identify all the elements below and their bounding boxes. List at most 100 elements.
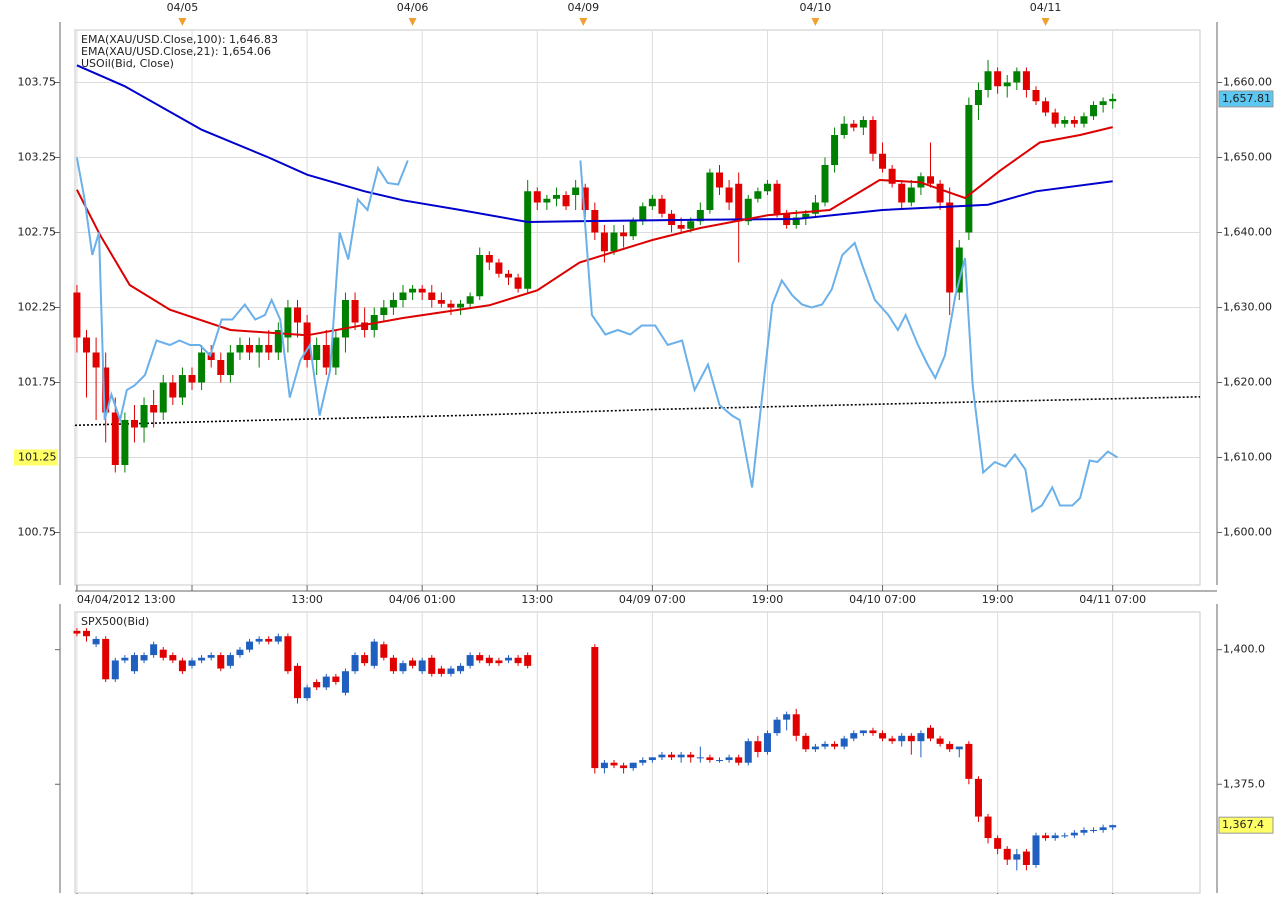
y-tick-label: 1,400.0 bbox=[1223, 643, 1265, 656]
x-tick-label: 04/09 07:00 bbox=[619, 593, 686, 606]
candle-body bbox=[984, 71, 992, 90]
candle-body bbox=[1013, 71, 1021, 83]
candle-body bbox=[773, 719, 781, 734]
candle-body bbox=[1109, 825, 1117, 828]
last-value-label: 1,657.81 bbox=[1222, 92, 1271, 105]
candle-body bbox=[341, 671, 349, 693]
candle-body bbox=[466, 655, 474, 666]
candle-body bbox=[303, 687, 311, 699]
y-tick-label: 1,610.00 bbox=[1223, 451, 1272, 464]
y-tick-label: 1,375.0 bbox=[1223, 777, 1265, 790]
series-line bbox=[74, 396, 1201, 427]
candle-body bbox=[802, 735, 810, 750]
candle-body bbox=[936, 738, 944, 744]
candle-body bbox=[965, 743, 973, 779]
date-marker bbox=[1041, 18, 1050, 26]
last-value-tag bbox=[14, 449, 58, 466]
candle-body bbox=[447, 303, 455, 308]
candle-body bbox=[246, 641, 254, 650]
candle-body bbox=[955, 746, 963, 750]
candle-body bbox=[1042, 101, 1050, 113]
candle-body bbox=[188, 375, 196, 383]
candle-body bbox=[907, 187, 915, 203]
candle-body bbox=[879, 153, 887, 169]
candle-body bbox=[188, 660, 196, 666]
candle-body bbox=[111, 660, 119, 680]
y-tick-label: 1,620.00 bbox=[1223, 376, 1272, 389]
candle-body bbox=[476, 655, 484, 661]
candle-body bbox=[639, 760, 647, 763]
candle-body bbox=[629, 221, 637, 237]
candle-body bbox=[974, 90, 982, 105]
candle-body bbox=[361, 655, 369, 664]
candle-body bbox=[946, 202, 954, 293]
candle-body bbox=[322, 676, 330, 688]
candle-body bbox=[994, 838, 1002, 849]
candle-body bbox=[476, 255, 484, 297]
candle-body bbox=[169, 382, 177, 398]
candle-body bbox=[294, 307, 302, 323]
candle-body bbox=[1032, 90, 1040, 102]
date-marker bbox=[408, 18, 417, 26]
candle-body bbox=[178, 660, 186, 672]
candle-body bbox=[284, 636, 292, 672]
last-value-tag bbox=[1218, 816, 1274, 834]
candle-body bbox=[332, 676, 340, 682]
candle-body bbox=[351, 300, 359, 323]
date-marker-label: 04/06 bbox=[397, 1, 429, 14]
candle-body bbox=[1109, 98, 1117, 102]
date-marker-label: 04/11 bbox=[1030, 1, 1062, 14]
candle-body bbox=[792, 217, 800, 225]
candle-body bbox=[533, 191, 541, 203]
candle-body bbox=[313, 345, 321, 360]
x-tick-label: 04/04/2012 13:00 bbox=[77, 593, 176, 606]
candle-body bbox=[735, 757, 743, 763]
candle-body bbox=[466, 296, 474, 304]
candle-body bbox=[1099, 101, 1107, 105]
candle-body bbox=[121, 420, 129, 465]
candle-body bbox=[869, 730, 877, 734]
candle-body bbox=[600, 232, 608, 252]
candle-body bbox=[265, 638, 273, 642]
x-tick-label: 13:00 bbox=[521, 593, 553, 606]
candle-body bbox=[543, 198, 551, 203]
y2-tick-label: 102.25 bbox=[18, 301, 57, 314]
y-tick-label: 1,640.00 bbox=[1223, 226, 1272, 239]
candle-body bbox=[1061, 835, 1069, 837]
candle-body bbox=[111, 412, 119, 465]
candle-body bbox=[485, 657, 493, 664]
candle-body bbox=[974, 778, 982, 817]
candle-body bbox=[217, 655, 225, 669]
candle-body bbox=[1032, 835, 1040, 866]
candle-body bbox=[524, 191, 532, 289]
candle-body bbox=[83, 337, 91, 353]
candle-body bbox=[505, 657, 513, 661]
candle-body bbox=[1042, 835, 1050, 839]
candle-body bbox=[485, 255, 493, 263]
candle-body bbox=[1013, 854, 1021, 860]
candle-body bbox=[888, 738, 896, 742]
candle-body bbox=[725, 187, 733, 203]
candle-body bbox=[159, 382, 167, 413]
candle-body bbox=[572, 187, 580, 195]
candle-body bbox=[763, 183, 771, 192]
date-marker bbox=[579, 18, 588, 26]
last-value-tag bbox=[1218, 90, 1274, 108]
candle-body bbox=[754, 741, 762, 752]
candle-body bbox=[610, 762, 618, 766]
date-marker-label: 04/10 bbox=[800, 1, 832, 14]
candle-body bbox=[658, 754, 666, 758]
candle-body bbox=[802, 213, 810, 218]
candle-body bbox=[831, 135, 839, 165]
candle-body bbox=[102, 367, 110, 413]
panel-title: SPX500(Bid) bbox=[81, 615, 149, 628]
candle-body bbox=[687, 221, 695, 229]
candle-body bbox=[322, 345, 330, 368]
candle-body bbox=[457, 665, 465, 672]
candle-body bbox=[178, 375, 186, 398]
y2-tick-label: 103.75 bbox=[18, 76, 57, 89]
candle-body bbox=[236, 345, 244, 353]
date-marker-label: 04/09 bbox=[567, 1, 599, 14]
